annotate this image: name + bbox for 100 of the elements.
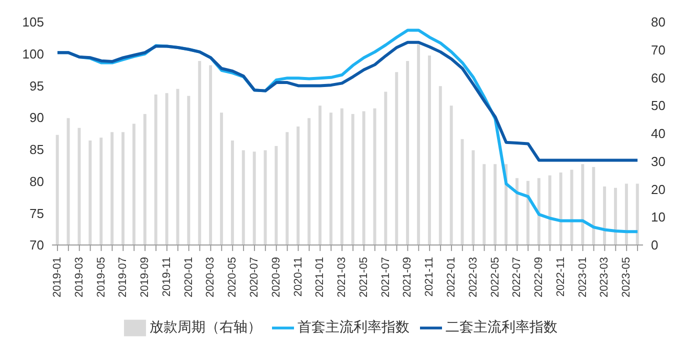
bar <box>100 138 103 245</box>
bar <box>438 86 442 245</box>
bar <box>209 65 212 245</box>
legend-label: 放款周期（右轴） <box>150 318 262 335</box>
bar <box>132 124 136 245</box>
bar <box>121 132 124 245</box>
bar <box>296 126 300 245</box>
x-tick-label: 2019-05 <box>95 257 108 298</box>
bar <box>242 150 245 245</box>
bar <box>220 112 223 245</box>
y-tick-label: 85 <box>30 142 44 158</box>
y-tick-label: 95 <box>30 78 44 94</box>
bar <box>252 152 256 245</box>
y2-tick-label: 70 <box>651 42 666 58</box>
bar <box>318 106 322 245</box>
y-tick-label: 90 <box>30 110 44 126</box>
x-tick-label: 2019-11 <box>160 257 173 297</box>
legend-label: 二套主流利率指数 <box>446 318 558 335</box>
bar <box>624 184 628 245</box>
y-tick-label: 70 <box>30 238 44 253</box>
bar <box>537 178 540 245</box>
bar <box>176 88 180 245</box>
x-tick-label: 2023-03 <box>598 257 611 298</box>
x-tick-label: 2021-01 <box>314 257 326 298</box>
bar <box>526 180 530 245</box>
bar <box>143 114 146 245</box>
x-tick-label: 2020-07 <box>248 257 260 298</box>
y2-tick-label: 10 <box>651 210 666 225</box>
bar <box>274 146 278 245</box>
bar <box>88 140 92 245</box>
y2-tick-label: 0 <box>651 238 658 253</box>
bar <box>592 166 596 245</box>
y2-tick-label: 20 <box>651 182 666 197</box>
x-tick-label: 2021-11 <box>424 257 436 297</box>
x-tick-label: 2019-01 <box>51 257 64 298</box>
bar <box>351 114 354 245</box>
x-tick-label: 2020-01 <box>182 257 195 298</box>
bar <box>187 96 190 245</box>
y-tick-label: 80 <box>30 174 44 189</box>
bar <box>395 72 398 245</box>
x-tick-label: 2019-03 <box>73 257 86 298</box>
bar <box>56 134 59 245</box>
bar <box>614 188 617 245</box>
bar <box>308 118 311 245</box>
x-tick-label: 2021-07 <box>380 257 392 298</box>
bar <box>570 170 574 245</box>
bar <box>340 108 344 245</box>
x-tick-label: 2021-09 <box>402 257 414 298</box>
x-tick-label: 2022-11 <box>554 257 567 297</box>
bar <box>482 164 486 245</box>
y2-tick-label: 30 <box>651 154 666 169</box>
bar <box>286 132 289 245</box>
bar <box>460 139 464 245</box>
bar <box>603 186 606 245</box>
bar <box>384 92 388 245</box>
x-tick-label: 2019-09 <box>139 257 152 298</box>
bar <box>559 172 562 245</box>
bar <box>165 93 168 245</box>
x-tick-label: 2019-07 <box>117 257 130 298</box>
bar <box>154 94 158 245</box>
x-tick-label: 2022-01 <box>445 257 458 298</box>
x-tick-label: 2023-01 <box>576 257 589 298</box>
bar <box>406 61 410 245</box>
x-tick-label: 2023-05 <box>620 257 633 298</box>
x-tick-label: 2020-03 <box>204 257 217 298</box>
bar <box>428 55 431 245</box>
legend-label: 首套主流利率指数 <box>298 318 410 335</box>
x-tick-label: 2022-07 <box>511 257 524 298</box>
bar <box>329 112 332 245</box>
bar <box>494 164 497 245</box>
bar <box>264 150 267 245</box>
bar <box>636 184 639 245</box>
bar <box>416 44 420 245</box>
y2-tick-label: 50 <box>651 98 666 114</box>
x-tick-label: 2022-09 <box>533 257 546 298</box>
y2-tick-label: 80 <box>651 14 666 30</box>
bar <box>472 150 475 245</box>
y2-tick-label: 40 <box>651 126 666 142</box>
bar <box>230 140 234 245</box>
y-tick-label: 100 <box>22 46 44 62</box>
x-tick-label: 2021-05 <box>358 257 370 298</box>
y-tick-label: 75 <box>30 206 44 221</box>
x-tick-label: 2022-03 <box>467 257 480 298</box>
bar <box>515 178 518 245</box>
y2-tick-label: 60 <box>651 70 666 86</box>
x-tick-label: 2021-03 <box>336 257 348 298</box>
bar <box>581 164 584 245</box>
bar <box>66 118 70 245</box>
line-series <box>56 40 640 162</box>
x-tick-label: 2020-11 <box>292 257 304 297</box>
x-tick-label: 2022-05 <box>489 257 502 298</box>
bar <box>110 132 114 245</box>
bar <box>548 175 552 245</box>
x-tick-label: 2020-09 <box>270 257 282 298</box>
bar <box>450 106 453 245</box>
bar <box>198 61 202 245</box>
bar <box>373 108 376 245</box>
bar <box>362 111 366 245</box>
y-tick-label: 105 <box>22 14 44 30</box>
x-tick-label: 2020-05 <box>226 257 239 298</box>
